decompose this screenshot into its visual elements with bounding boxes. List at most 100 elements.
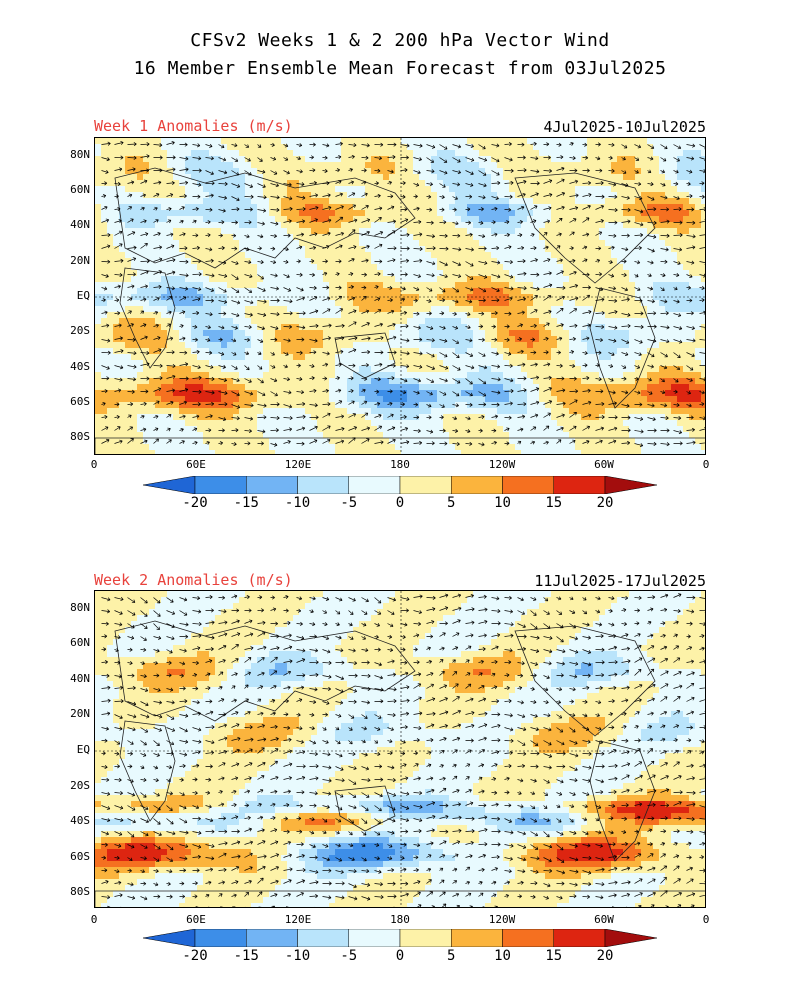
anomaly-cell: [491, 144, 498, 151]
anomaly-cell: [179, 270, 186, 277]
anomaly-cell: [287, 210, 294, 217]
anomaly-cell: [587, 306, 594, 313]
anomaly-cell: [395, 168, 402, 175]
anomaly-cell: [449, 204, 456, 211]
anomaly-cell: [659, 402, 666, 409]
anomaly-cell: [647, 318, 654, 325]
anomaly-cell: [401, 228, 408, 235]
anomaly-cell: [131, 300, 138, 307]
anomaly-cell: [431, 252, 438, 259]
anomaly-cell: [215, 258, 222, 265]
anomaly-cell: [197, 282, 204, 289]
anomaly-cell: [197, 162, 204, 169]
anomaly-cell: [365, 414, 372, 421]
anomaly-cell: [413, 366, 420, 373]
anomaly-cell: [119, 168, 126, 175]
anomaly-cell: [245, 360, 252, 367]
anomaly-cell: [419, 300, 426, 307]
anomaly-cell: [155, 174, 162, 181]
anomaly-cell: [209, 234, 216, 241]
anomaly-cell: [593, 228, 600, 235]
anomaly-cell: [413, 180, 420, 187]
anomaly-cell: [653, 336, 660, 343]
anomaly-cell: [503, 156, 510, 163]
anomaly-cell: [671, 390, 678, 397]
anomaly-cell: [341, 144, 348, 151]
anomaly-cell: [437, 162, 444, 169]
anomaly-cell: [641, 222, 648, 229]
anomaly-cell: [473, 204, 480, 211]
anomaly-cell: [533, 372, 540, 379]
anomaly-cell: [101, 300, 108, 307]
anomaly-cell: [443, 372, 450, 379]
anomaly-cell: [317, 264, 324, 271]
anomaly-cell: [623, 234, 630, 241]
anomaly-cell: [263, 162, 270, 169]
anomaly-cell: [311, 324, 318, 331]
anomaly-cell: [341, 282, 348, 289]
anomaly-cell: [149, 210, 156, 217]
anomaly-cell: [545, 420, 552, 427]
anomaly-cell: [437, 354, 444, 361]
anomaly-cell: [479, 414, 486, 421]
anomaly-cell: [329, 330, 336, 337]
anomaly-cell: [455, 168, 462, 175]
anomaly-cell: [419, 222, 426, 229]
anomaly-cell: [665, 360, 672, 367]
anomaly-cell: [461, 156, 468, 163]
anomaly-cell: [173, 300, 180, 307]
anomaly-cell: [191, 288, 198, 295]
anomaly-cell: [665, 264, 672, 271]
anomaly-cell: [287, 306, 294, 313]
anomaly-cell: [431, 276, 438, 283]
anomaly-cell: [401, 330, 408, 337]
anomaly-cell: [275, 360, 282, 367]
anomaly-cell: [539, 372, 546, 379]
anomaly-cell: [539, 306, 546, 313]
anomaly-cell: [143, 168, 150, 175]
anomaly-cell: [461, 162, 468, 169]
anomaly-cell: [143, 318, 150, 325]
anomaly-cell: [593, 234, 600, 241]
anomaly-cell: [563, 264, 570, 271]
anomaly-cell: [365, 342, 372, 349]
anomaly-cell: [293, 180, 300, 187]
anomaly-cell: [251, 174, 258, 181]
anomaly-cell: [695, 144, 702, 151]
anomaly-cell: [113, 318, 120, 325]
anomaly-cell: [491, 234, 498, 241]
anomaly-cell: [479, 360, 486, 367]
anomaly-cell: [227, 204, 234, 211]
anomaly-cell: [659, 426, 666, 433]
anomaly-cell: [617, 180, 624, 187]
anomaly-cell: [665, 168, 672, 175]
anomaly-cell: [185, 138, 192, 145]
anomaly-cell: [515, 360, 522, 367]
anomaly-cell: [431, 234, 438, 241]
anomaly-cell: [497, 336, 504, 343]
anomaly-cell: [629, 330, 636, 337]
anomaly-cell: [509, 198, 516, 205]
anomaly-cell: [155, 138, 162, 145]
anomaly-cell: [473, 300, 480, 307]
anomaly-cell: [221, 168, 228, 175]
anomaly-cell: [329, 198, 336, 205]
anomaly-cell: [149, 186, 156, 193]
anomaly-cell: [383, 258, 390, 265]
anomaly-cell: [149, 402, 156, 409]
anomaly-cell: [95, 216, 102, 223]
anomaly-cell: [443, 348, 450, 355]
anomaly-cell: [443, 276, 450, 283]
anomaly-cell: [653, 288, 660, 295]
anomaly-cell: [395, 384, 402, 391]
anomaly-cell: [167, 162, 174, 169]
anomaly-cell: [149, 180, 156, 187]
anomaly-cell: [143, 378, 150, 385]
panel-week1-label: Week 1 Anomalies (m/s): [94, 117, 293, 135]
anomaly-cell: [389, 264, 396, 271]
anomaly-cell: [323, 312, 330, 319]
anomaly-cell: [251, 402, 258, 409]
anomaly-cell: [575, 312, 582, 319]
anomaly-cell: [539, 384, 546, 391]
anomaly-cell: [419, 312, 426, 319]
